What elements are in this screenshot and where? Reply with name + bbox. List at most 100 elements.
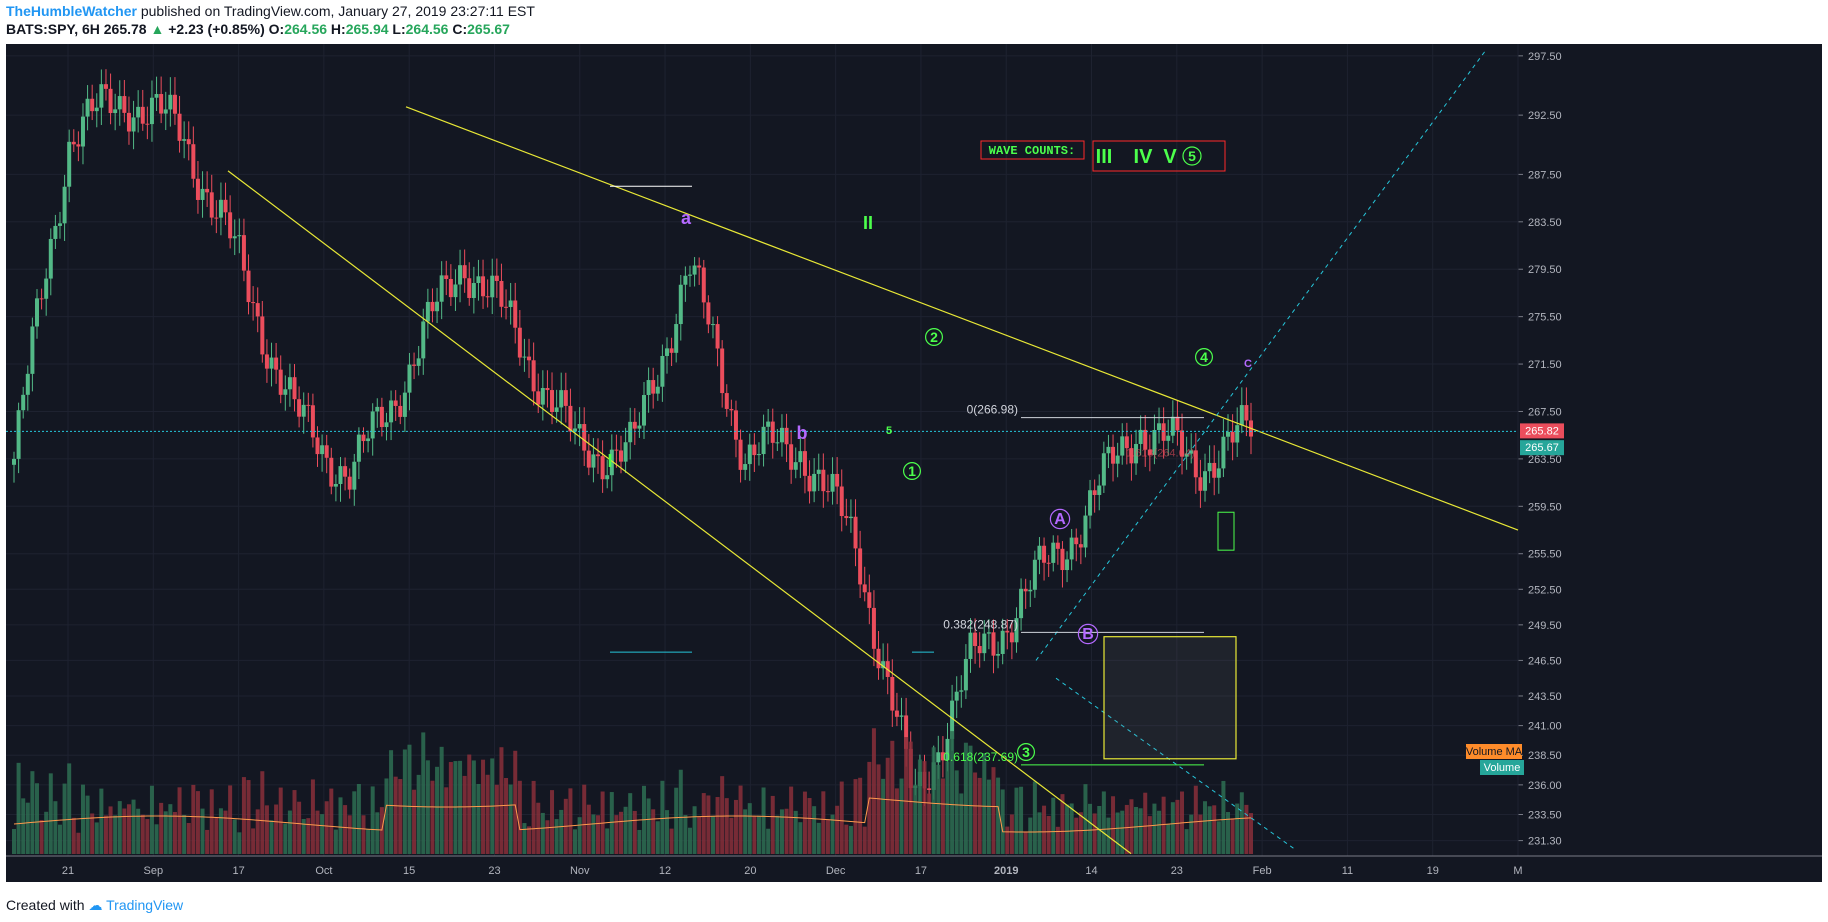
channel-lower <box>1055 677 1297 851</box>
x-tick-label: 17 <box>232 865 244 877</box>
candle-body <box>214 217 219 219</box>
author-link[interactable]: TheHumbleWatcher <box>6 3 137 19</box>
volume-bar <box>76 832 81 854</box>
candle-body <box>1203 471 1208 491</box>
footer: Created with ☁ TradingView <box>6 897 183 914</box>
volume-bar <box>1023 831 1028 854</box>
candle-body <box>209 192 214 218</box>
candle-body <box>697 265 702 268</box>
volume-bar <box>1055 826 1060 854</box>
candle-body <box>1184 453 1189 457</box>
candle-body <box>1193 450 1198 478</box>
candle-body <box>1115 455 1120 464</box>
wave-counts-label: WAVE COUNTS: <box>989 144 1075 158</box>
candle-body <box>1244 405 1249 421</box>
volume-bar <box>67 763 72 854</box>
candle-body <box>103 84 108 89</box>
candle-body <box>715 324 720 349</box>
volume-bar <box>655 821 660 854</box>
close-label: C: <box>452 21 468 37</box>
volume-bar <box>605 828 610 854</box>
candle-body <box>628 421 633 443</box>
volume-bar <box>320 814 325 854</box>
volume-bar <box>375 812 380 854</box>
volume-bar <box>871 728 876 854</box>
candle-body <box>320 445 325 455</box>
volume-bar <box>959 793 964 854</box>
volume-bar <box>554 819 559 854</box>
chart-area[interactable]: 297.50 292.50 287.50 283.50 279.50 275.50 271.… <box>6 44 1822 882</box>
candle-body <box>619 450 624 462</box>
volume-bar <box>1212 805 1217 854</box>
volume-bar <box>34 783 39 854</box>
volume-bar <box>255 809 260 854</box>
volume-bar <box>802 791 807 854</box>
candle-body <box>1005 630 1010 633</box>
wave-label: A <box>1054 511 1066 528</box>
symbol-name: BATS:SPY, 6H <box>6 21 100 37</box>
candle-body <box>1097 485 1102 495</box>
candle-body <box>641 395 646 426</box>
candle-body <box>894 710 899 717</box>
candle-body <box>237 235 242 237</box>
candle-body <box>232 236 237 239</box>
volume-bar <box>1147 816 1152 854</box>
x-tick-label: 23 <box>1171 865 1183 877</box>
candle-body <box>963 658 968 691</box>
volume-bar <box>53 801 58 854</box>
volume-bar <box>545 820 550 854</box>
volume-bar <box>1152 803 1157 854</box>
candle-body <box>986 632 991 634</box>
tradingview-link[interactable]: TradingView <box>106 897 184 913</box>
volume-bar <box>1226 812 1231 854</box>
volume-bar <box>858 777 863 854</box>
candle-body <box>692 265 697 275</box>
volume-ma-line <box>13 797 1252 833</box>
candle-body <box>1226 431 1231 437</box>
candle-body <box>71 141 76 145</box>
candle-body <box>278 369 283 395</box>
volume-bar <box>1129 799 1134 854</box>
open-label: O: <box>268 21 285 37</box>
candle-body <box>1069 537 1074 560</box>
y-tick-label: 233.50 <box>1528 810 1562 822</box>
y-tick-label: 279.50 <box>1528 264 1562 276</box>
candle-body <box>131 117 136 132</box>
candle-body <box>536 391 541 405</box>
candle-body <box>540 387 545 405</box>
volume-bar <box>821 791 826 854</box>
candle-body <box>522 356 527 358</box>
x-tick-label: 19 <box>1427 865 1439 877</box>
volume-bar <box>945 761 950 854</box>
volume-bar <box>347 815 352 854</box>
y-tick-label: 246.50 <box>1528 655 1562 667</box>
volume-bar <box>370 786 375 854</box>
volume-badge <box>1480 760 1524 775</box>
volume-bar <box>609 792 614 854</box>
candle-body <box>743 464 748 470</box>
volume-bar <box>103 815 108 854</box>
y-tick-label: 287.50 <box>1528 169 1562 181</box>
wave-label: 1 <box>908 463 916 479</box>
price-chart[interactable]: 297.50 292.50 287.50 283.50 279.50 275.50 271.… <box>6 44 1822 882</box>
candle-body <box>223 199 228 213</box>
price-badge-text: 265.67 <box>1525 442 1559 454</box>
candle-body <box>25 373 30 395</box>
volume-bar <box>297 801 302 854</box>
volume-bar <box>80 784 85 854</box>
candle-body <box>513 300 518 328</box>
volume-bar <box>559 809 564 854</box>
volume-bar <box>343 805 348 854</box>
x-tick-label: 14 <box>1085 865 1097 877</box>
wave-count-item: III <box>1096 146 1113 168</box>
candle-body <box>839 486 844 517</box>
volume-bar <box>1203 801 1208 854</box>
candle-body <box>274 357 279 370</box>
volume-bar <box>99 788 104 854</box>
volume-bar <box>1157 810 1162 854</box>
volume-bar <box>471 760 476 854</box>
volume-bar <box>402 749 407 854</box>
volume-bar <box>517 780 522 854</box>
y-tick-label: 238.50 <box>1528 750 1562 762</box>
volume-bar <box>237 832 242 854</box>
